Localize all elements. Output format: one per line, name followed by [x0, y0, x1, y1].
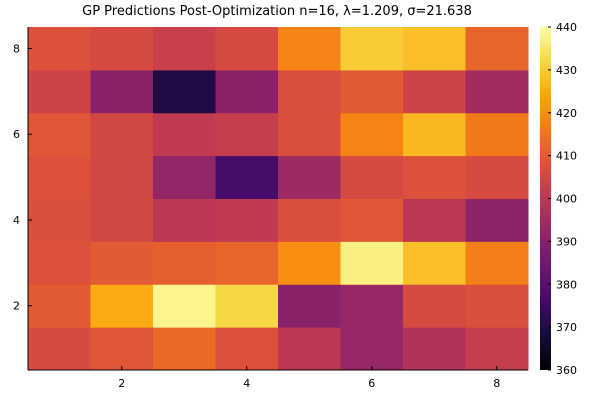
heatmap-cell — [403, 327, 466, 371]
heatmap-cell — [28, 27, 91, 71]
heatmap-cell — [90, 327, 154, 371]
heatmap-cell — [278, 327, 341, 371]
heatmap-cell — [278, 155, 341, 199]
y-tick-label: 4 — [13, 214, 20, 227]
heatmap-cell — [465, 112, 529, 157]
heatmap-cell — [28, 327, 91, 371]
heatmap-cell — [465, 284, 529, 328]
heatmap-cell — [28, 69, 91, 114]
heatmap-cell — [403, 27, 466, 71]
heatmap-cell — [403, 155, 466, 199]
heatmap-cell — [340, 284, 404, 328]
heatmap-cell — [278, 69, 341, 114]
heatmap-cell — [403, 284, 466, 328]
heatmap-cell — [465, 155, 529, 199]
heatmap-cell — [340, 198, 404, 242]
colorbar-tick-label: 380 — [556, 278, 577, 291]
colorbar-tick-label: 430 — [556, 64, 577, 77]
colorbar-tick-label: 410 — [556, 150, 577, 163]
x-tick-label: 6 — [368, 377, 375, 390]
heatmap-cell — [28, 241, 91, 285]
heatmap-cell — [403, 69, 466, 114]
heatmap-cell — [403, 241, 466, 285]
colorbar-tick-label: 400 — [556, 193, 577, 206]
heatmap-cell — [153, 27, 216, 71]
colorbar: 360 370 380 390 400 410 420 430 440 — [540, 21, 577, 377]
heatmap-cell — [153, 112, 216, 157]
heatmap-cell — [340, 69, 404, 114]
heatmap-cell — [465, 27, 529, 71]
colorbar-tick-label: 360 — [556, 364, 577, 377]
heatmap-cell — [465, 69, 529, 114]
colorbar-tick-label: 390 — [556, 235, 577, 248]
y-tick-label: 6 — [13, 128, 20, 141]
heatmap-cell — [340, 155, 404, 199]
heatmap-cell — [215, 327, 279, 371]
heatmap-cell — [215, 198, 279, 242]
heatmap-cell — [215, 241, 279, 285]
heatmap-cells — [28, 27, 529, 371]
heatmap-cell — [340, 112, 404, 157]
heatmap-cell — [278, 112, 341, 157]
heatmap-cell — [153, 155, 216, 199]
heatmap-cell — [153, 284, 216, 328]
heatmap-cell — [278, 27, 341, 71]
heatmap-cell — [153, 198, 216, 242]
x-tick-label: 2 — [118, 377, 125, 390]
heatmap-cell — [90, 112, 154, 157]
heatmap-axes: 2 4 6 8 2 4 6 8 — [13, 27, 528, 390]
heatmap-cell — [28, 155, 91, 199]
heatmap-cell — [215, 27, 279, 71]
y-tick-label: 2 — [13, 300, 20, 313]
chart-title: GP Predictions Post-Optimization n=16, λ… — [82, 4, 472, 19]
heatmap-cell — [153, 327, 216, 371]
heatmap-cell — [215, 112, 279, 157]
heatmap-cell — [90, 69, 154, 114]
heatmap-cell — [278, 198, 341, 242]
heatmap-cell — [340, 27, 404, 71]
heatmap-cell — [28, 112, 91, 157]
heatmap-cell — [90, 27, 154, 71]
colorbar-tick-label: 420 — [556, 107, 577, 120]
heatmap-cell — [90, 241, 154, 285]
heatmap-cell — [278, 241, 341, 285]
colorbar-tick-label: 440 — [556, 21, 577, 34]
heatmap-cell — [340, 241, 404, 285]
heatmap-cell — [403, 112, 466, 157]
x-tick-label: 4 — [243, 377, 250, 390]
heatmap-cell — [90, 284, 154, 328]
heatmap-cell — [215, 155, 279, 199]
x-tick-label: 8 — [493, 377, 500, 390]
colorbar-tick-label: 370 — [556, 321, 577, 334]
heatmap-cell — [403, 198, 466, 242]
heatmap-cell — [465, 198, 529, 242]
colorbar-gradient — [540, 27, 551, 370]
heatmap-cell — [28, 284, 91, 328]
heatmap-cell — [90, 198, 154, 242]
heatmap-cell — [153, 69, 216, 114]
y-tick-label: 8 — [13, 42, 20, 55]
heatmap-cell — [215, 284, 279, 328]
heatmap-cell — [215, 69, 279, 114]
heatmap-cell — [465, 327, 529, 371]
heatmap-cell — [153, 241, 216, 285]
heatmap-cell — [28, 198, 91, 242]
heatmap-cell — [340, 327, 404, 371]
heatmap-cell — [90, 155, 154, 199]
heatmap-cell — [278, 284, 341, 328]
heatmap-cell — [465, 241, 529, 285]
